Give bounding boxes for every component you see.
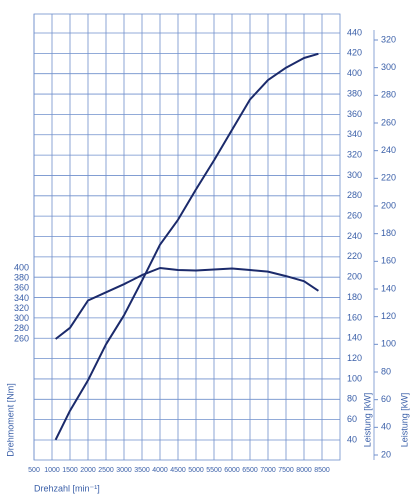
y2-tick-label: 380 bbox=[347, 88, 362, 98]
y-tick-label: 360 bbox=[14, 283, 29, 293]
x-tick-label: 4000 bbox=[152, 467, 168, 474]
y2-tick-label: 300 bbox=[347, 170, 362, 180]
x-tick-label: 2000 bbox=[80, 467, 96, 474]
x-tick-label: 8000 bbox=[296, 467, 312, 474]
y2-tick-label: 440 bbox=[347, 27, 362, 37]
y3-tick-label: 180 bbox=[381, 228, 396, 238]
x-tick-label: 500 bbox=[28, 467, 40, 474]
y3-tick-label: 80 bbox=[381, 366, 391, 376]
y3-tick-label: 140 bbox=[381, 283, 396, 293]
x-tick-label: 4500 bbox=[170, 467, 186, 474]
y-axis-label: Drehmoment [Nm] bbox=[5, 383, 15, 457]
y2-tick-label: 320 bbox=[347, 149, 362, 159]
y2-tick-label: 420 bbox=[347, 48, 362, 58]
y-tick-label: 320 bbox=[14, 303, 29, 313]
y2-tick-label: 120 bbox=[347, 353, 362, 363]
y-tick-label: 280 bbox=[14, 323, 29, 333]
y2-tick-label: 240 bbox=[347, 231, 362, 241]
data-line bbox=[54, 267, 319, 340]
y3-tick-label: 300 bbox=[381, 62, 396, 72]
y-tick-label: 400 bbox=[14, 262, 29, 272]
y2-tick-label: 220 bbox=[347, 251, 362, 261]
y2-tick-label: 180 bbox=[347, 292, 362, 302]
x-tick-label: 6500 bbox=[242, 467, 258, 474]
y3-tick-label: 100 bbox=[381, 339, 396, 349]
y3-tick-label: 240 bbox=[381, 145, 396, 155]
x-tick-label: 7500 bbox=[278, 467, 294, 474]
y2-tick-label: 40 bbox=[347, 434, 357, 444]
y2-tick-label: 200 bbox=[347, 272, 362, 282]
y-tick-label: 340 bbox=[14, 293, 29, 303]
x-tick-label: 3000 bbox=[116, 467, 132, 474]
y-tick-label: 380 bbox=[14, 273, 29, 283]
y2-tick-label: 260 bbox=[347, 211, 362, 221]
y2-tick-label: 160 bbox=[347, 312, 362, 322]
x-tick-label: 5000 bbox=[188, 467, 204, 474]
y2-tick-label: 360 bbox=[347, 109, 362, 119]
y2-tick-label: 400 bbox=[347, 68, 362, 78]
y-tick-label: 300 bbox=[14, 313, 29, 323]
y-tick-label: 260 bbox=[14, 333, 29, 343]
x-tick-label: 2500 bbox=[98, 467, 114, 474]
y3-tick-label: 200 bbox=[381, 200, 396, 210]
y3-tick-label: 280 bbox=[381, 90, 396, 100]
y2-tick-label: 280 bbox=[347, 190, 362, 200]
y3-tick-label: 160 bbox=[381, 256, 396, 266]
y2-tick-label: 340 bbox=[347, 129, 362, 139]
x-tick-label: 1500 bbox=[62, 467, 78, 474]
data-line bbox=[54, 52, 319, 441]
y3-tick-label: 220 bbox=[381, 173, 396, 183]
x-tick-label: 1000 bbox=[44, 467, 60, 474]
y3-tick-label: 20 bbox=[381, 449, 391, 459]
x-tick-label: 6000 bbox=[224, 467, 240, 474]
y2-axis-label: Leistung [kW] bbox=[362, 393, 372, 448]
y3-tick-label: 260 bbox=[381, 117, 396, 127]
y3-tick-label: 60 bbox=[381, 394, 391, 404]
y3-tick-label: 320 bbox=[381, 34, 396, 44]
x-tick-label: 3500 bbox=[134, 467, 150, 474]
x-tick-label: 7000 bbox=[260, 467, 276, 474]
y2-tick-label: 60 bbox=[347, 414, 357, 424]
y2-tick-label: 100 bbox=[347, 373, 362, 383]
y3-tick-label: 40 bbox=[381, 422, 391, 432]
x-tick-label: 8500 bbox=[314, 467, 330, 474]
y2-tick-label: 80 bbox=[347, 394, 357, 404]
y3-tick-label: 120 bbox=[381, 311, 396, 321]
x-tick-label: 5500 bbox=[206, 467, 222, 474]
y3-axis-label: Leistung [kW] bbox=[399, 393, 409, 448]
x-axis-label: Drehzahl [min⁻¹] bbox=[34, 483, 100, 493]
y2-tick-label: 140 bbox=[347, 333, 362, 343]
